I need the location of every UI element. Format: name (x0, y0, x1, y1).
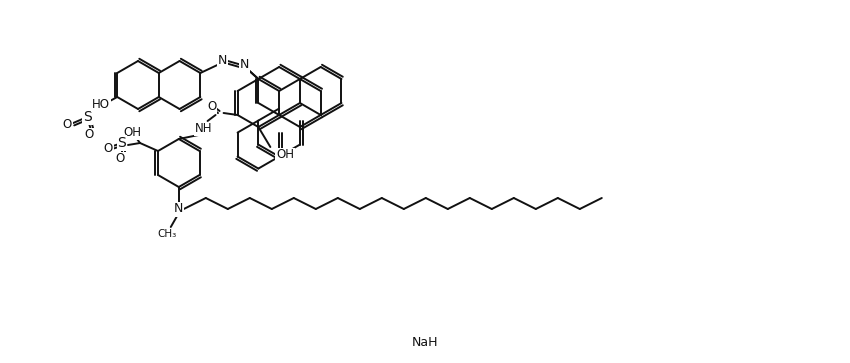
Text: S: S (82, 110, 92, 124)
Text: CH₃: CH₃ (157, 229, 177, 239)
Text: HO: HO (92, 98, 110, 111)
Text: N: N (174, 203, 184, 216)
Text: O: O (104, 143, 112, 155)
Text: N: N (240, 58, 249, 72)
Text: O: O (207, 101, 216, 114)
Text: NaH: NaH (411, 337, 439, 350)
Text: N: N (218, 54, 227, 68)
Text: O: O (85, 129, 94, 142)
Text: O: O (63, 118, 72, 131)
Text: S: S (117, 136, 127, 150)
Text: OH: OH (276, 148, 294, 162)
Text: OH: OH (123, 126, 141, 139)
Text: O: O (116, 152, 125, 166)
Text: NH: NH (195, 122, 212, 135)
